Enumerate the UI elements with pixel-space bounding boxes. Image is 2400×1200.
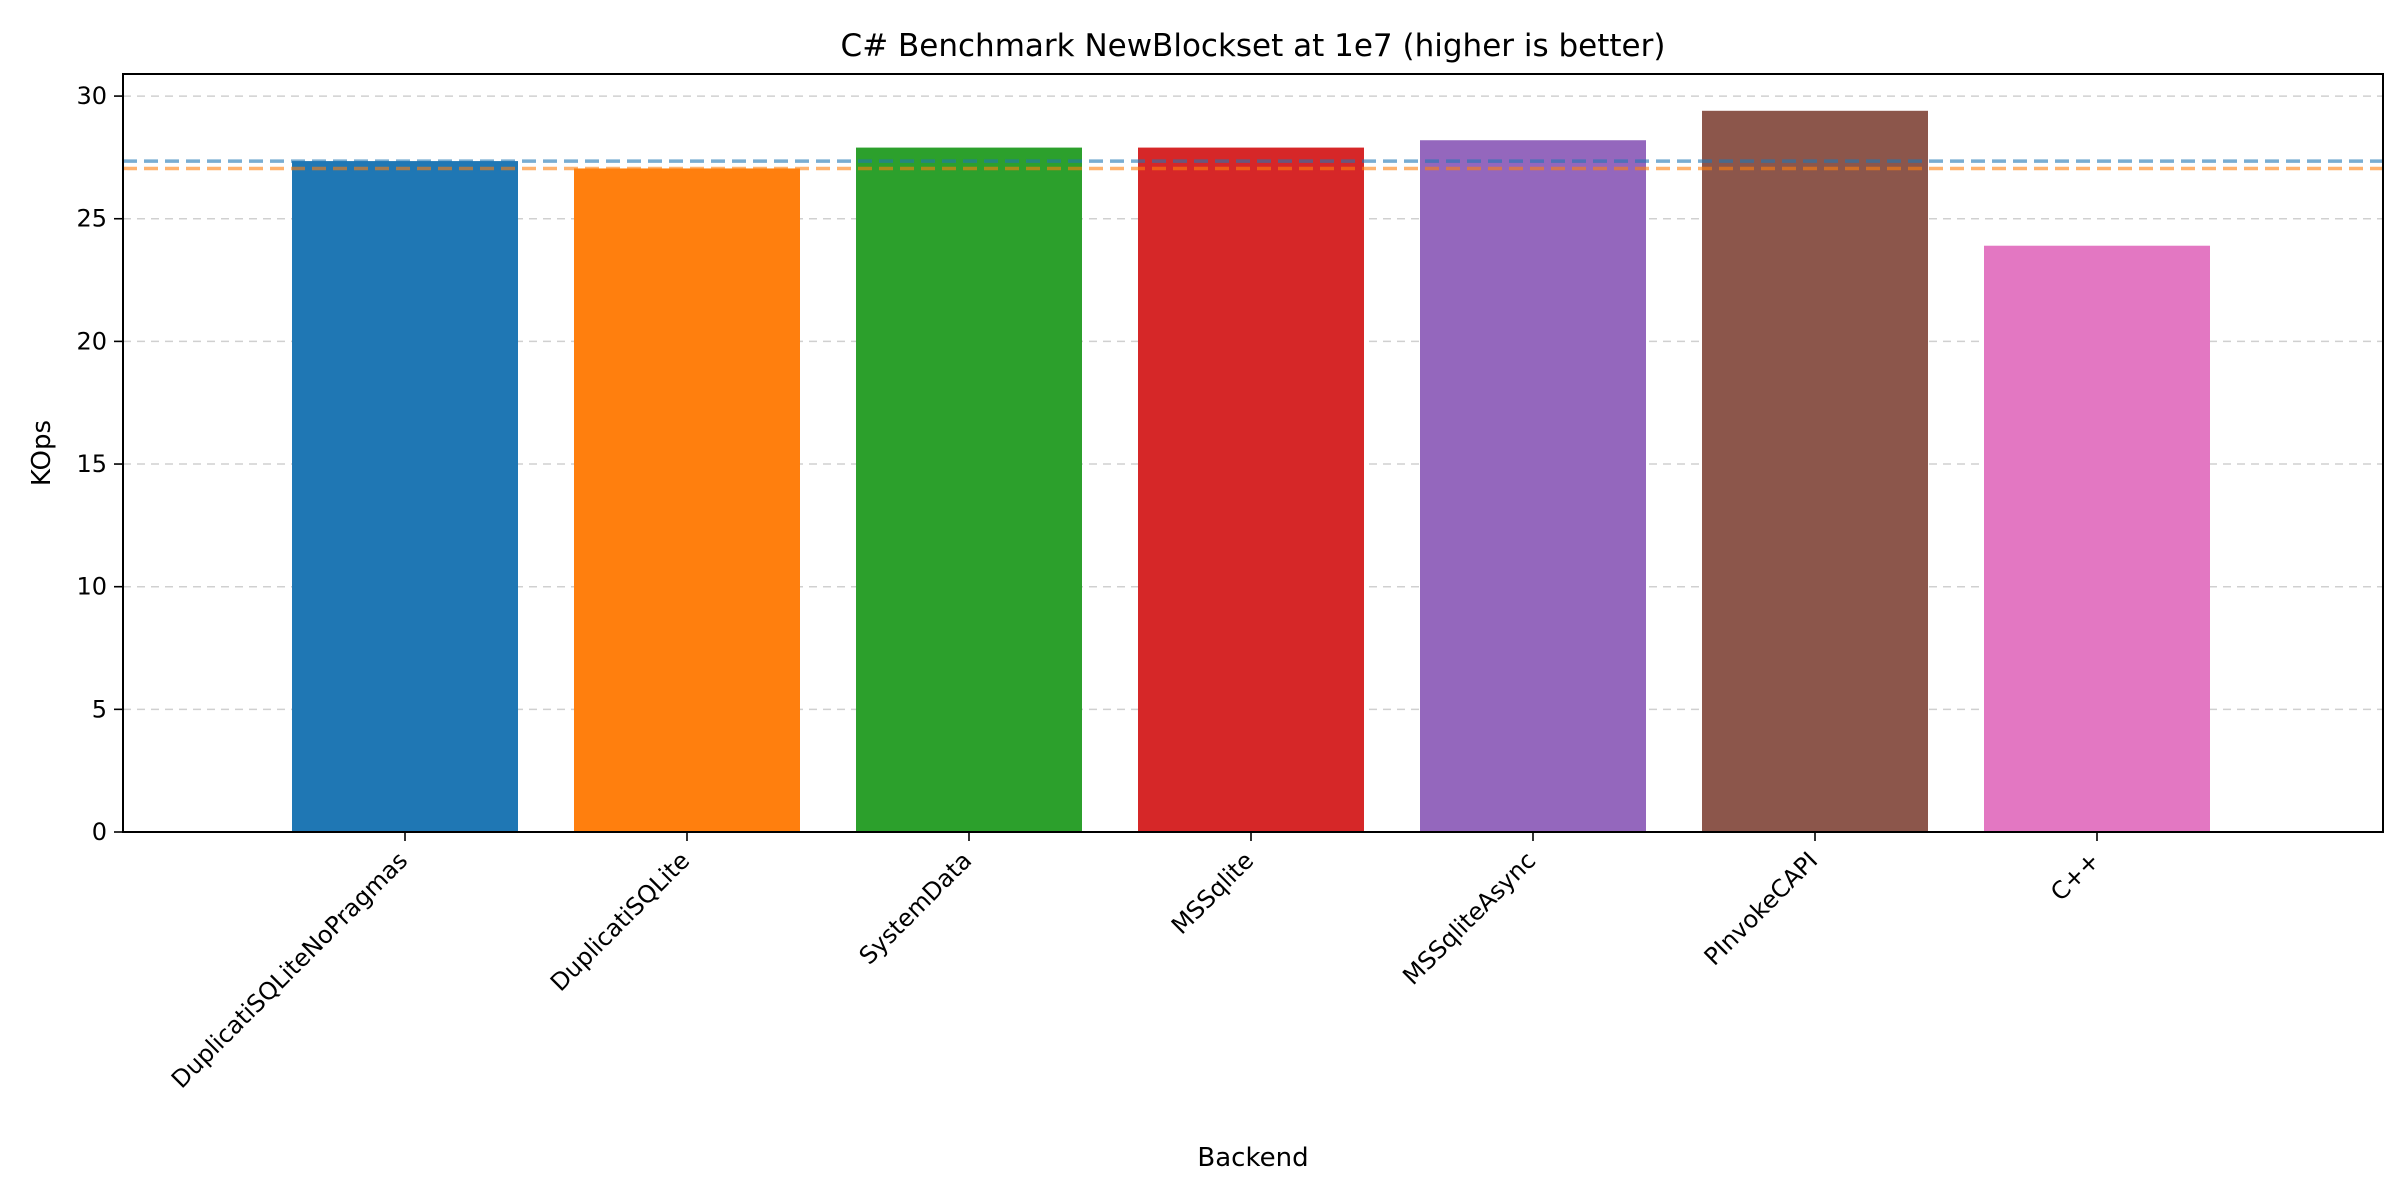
y-axis-label: KOps (27, 420, 57, 486)
x-tick-label: MSSqlite (1166, 846, 1259, 939)
x-tick-label: C++ (2045, 846, 2105, 906)
bar (1702, 110, 1928, 832)
bar (292, 161, 518, 833)
y-tick-label: 20 (76, 327, 107, 355)
x-axis-label: Backend (1197, 1143, 1308, 1173)
bar (856, 147, 1082, 833)
y-tick-label: 25 (76, 205, 107, 233)
x-tick-label: PInvokeCAPI (1699, 846, 1824, 971)
bars (292, 110, 2210, 833)
x-tick-label: DuplicatiSQLiteNoPragmas (166, 846, 413, 1093)
y-tick-label: 5 (92, 695, 107, 723)
y-tick-label: 0 (92, 818, 107, 846)
y-tick-label: 10 (76, 573, 107, 601)
plot-frame (122, 73, 2384, 833)
bar (1420, 140, 1646, 832)
x-axis: DuplicatiSQLiteNoPragmas DuplicatiSQLite S… (166, 832, 2105, 1094)
chart-title: C# Benchmark NewBlockset at 1e7 (higher … (841, 28, 1666, 64)
bar (1984, 245, 2210, 832)
y-tick-label: 30 (76, 82, 107, 110)
x-tick-label: SystemData (854, 846, 978, 970)
y-axis: 0 5 10 15 20 25 30 (76, 82, 123, 846)
bar (574, 168, 800, 832)
x-tick-label: MSSqliteAsync (1397, 846, 1541, 990)
y-tick-label: 15 (76, 450, 107, 478)
x-tick-label: DuplicatiSQLite (545, 846, 695, 996)
bar (1138, 147, 1364, 833)
